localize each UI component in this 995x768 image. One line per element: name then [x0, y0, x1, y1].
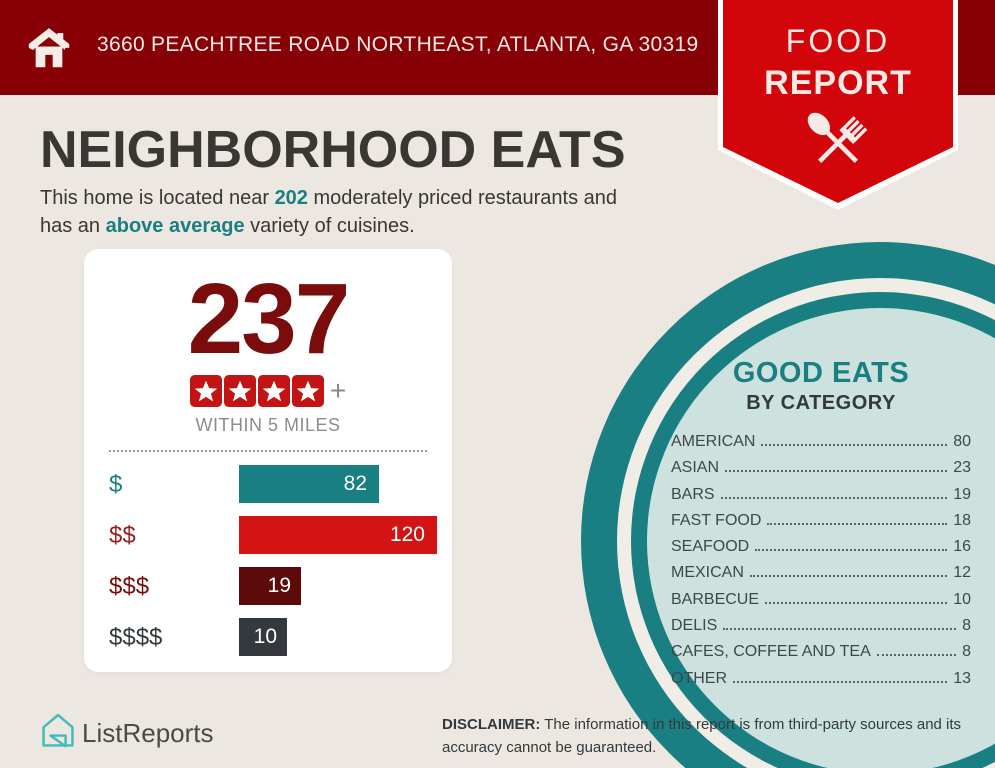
- svg-text:FOOD: FOOD: [786, 23, 890, 59]
- svg-text:REPORT: REPORT: [764, 64, 912, 102]
